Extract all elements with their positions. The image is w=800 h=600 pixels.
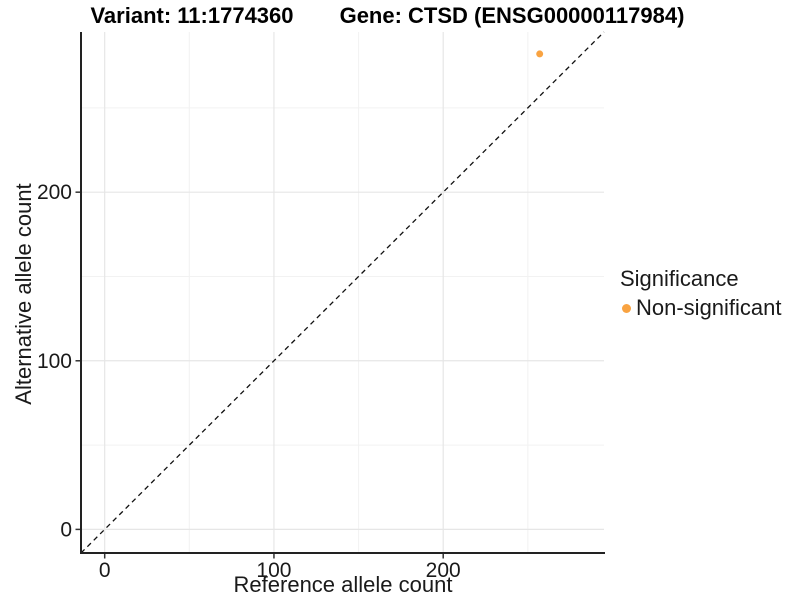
identity-dashed-line	[80, 31, 605, 554]
x-tick-label: 100	[256, 559, 291, 582]
data-point	[536, 50, 544, 58]
legend-point-icon	[622, 303, 631, 313]
y-tick-label: 100	[37, 350, 72, 373]
legend-item-label: Non-significant	[636, 295, 782, 320]
legend-title: Significance	[620, 266, 739, 291]
plot-title-variant: Variant: 11:1774360	[90, 3, 294, 28]
legend: Significance Non-significant	[620, 266, 782, 321]
legend-item: Non-significant	[620, 295, 782, 321]
x-tick-label: 0	[99, 559, 111, 582]
y-tick-label: 0	[60, 518, 72, 541]
x-axis-title: Reference allele count	[233, 572, 453, 597]
y-axis-title: Alternative allele count	[11, 183, 36, 405]
x-tick-label: 200	[426, 559, 461, 582]
plot-title-gene: Gene: CTSD (ENSG00000117984)	[339, 3, 685, 28]
y-tick-label: 200	[37, 181, 72, 204]
